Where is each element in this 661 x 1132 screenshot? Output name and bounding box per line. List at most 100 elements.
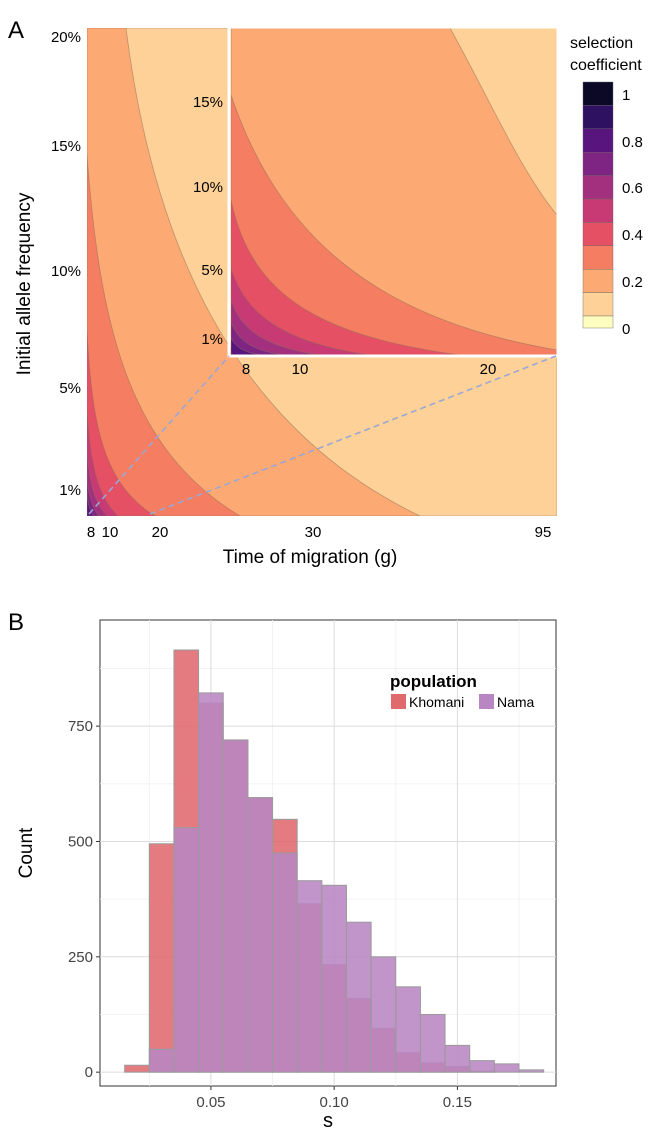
panel-b: B 0 250 500 750 0.05 0.10 0.15 s Count popula… xyxy=(8,609,557,1132)
x-axis-title: Time of migration (g) xyxy=(223,547,398,568)
legend-title-line: selection xyxy=(570,35,633,52)
legend-title-line: coefficient xyxy=(570,57,642,74)
inset-contour-band xyxy=(231,299,321,355)
histogram-bar-nama xyxy=(222,739,249,1073)
inset-x-tick-label: 8 xyxy=(242,361,250,378)
legend-color-swatch xyxy=(582,81,614,106)
y-tick-label: 5% xyxy=(59,380,81,397)
legend-tick-label: 0 xyxy=(622,321,630,338)
histogram-bar-nama xyxy=(493,1063,520,1073)
y-tick-label: 500 xyxy=(68,833,93,850)
inset-y-tick-label: 10% xyxy=(193,179,223,196)
x-tick-label: 30 xyxy=(305,524,322,541)
histogram-bar-nama xyxy=(444,1044,471,1073)
x-tick-label: 10 xyxy=(102,524,119,541)
main-x-axis: 8 10 20 30 95 xyxy=(87,524,552,541)
y-tick-label: 0 xyxy=(85,1064,93,1081)
legend-color-swatch xyxy=(582,175,614,200)
legend-label-khomani: Khomani xyxy=(409,694,464,710)
legend-color-swatch xyxy=(582,315,614,329)
histogram-bar-nama xyxy=(419,1013,446,1073)
histogram-bars xyxy=(124,649,545,1073)
y-tick-label: 10% xyxy=(51,263,81,280)
histogram-bar-nama xyxy=(345,921,372,1073)
contour-band xyxy=(87,491,95,516)
main-y-axis: 20% 15% 10% 5% 1% xyxy=(51,29,81,499)
inset-frame xyxy=(227,25,560,358)
inset-contour-band xyxy=(231,199,461,355)
legend-color-swatch xyxy=(582,105,614,130)
histogram-x-ticks: 0.05 0.10 0.15 xyxy=(196,1086,472,1111)
zoom-guide-line-lower xyxy=(149,355,557,515)
x-tick-label: 0.05 xyxy=(196,1094,225,1111)
legend-tick-label: 0.4 xyxy=(622,227,643,244)
legend-color-swatch xyxy=(582,151,614,176)
y-axis-title: Initial allele frequency xyxy=(14,192,35,375)
legend-swatch-nama xyxy=(479,694,494,709)
inset-contour-band xyxy=(231,267,371,355)
histogram-bar-nama xyxy=(198,692,224,1073)
legend-label-nama: Nama xyxy=(497,694,535,710)
legend-color-swatch xyxy=(582,128,614,153)
legend-color-swatches xyxy=(582,81,614,329)
y-tick-label: 15% xyxy=(51,138,81,155)
inset-x-tick-label: 20 xyxy=(480,361,497,378)
selection-coefficient-legend: selection coefficient 1 0.8 0.6 0.4 0.2 … xyxy=(570,35,643,338)
inset-x-axis: 8 10 20 xyxy=(242,361,497,378)
legend-color-swatch xyxy=(582,245,614,270)
legend-tick-label: 0.6 xyxy=(622,180,643,197)
x-tick-label: 0.10 xyxy=(320,1094,349,1111)
inset-y-axis: 15% 10% 5% 1% xyxy=(193,94,223,348)
histogram-bar-nama xyxy=(148,1048,175,1073)
histogram-bar-khomani xyxy=(124,1064,150,1073)
histogram-bar-nama xyxy=(518,1069,545,1073)
y-tick-label: 20% xyxy=(51,29,81,46)
inset-y-tick-label: 5% xyxy=(201,262,223,279)
contour-band xyxy=(87,329,156,516)
inset-x-tick-label: 10 xyxy=(292,361,309,378)
inset-contour-bands xyxy=(231,28,557,355)
legend-tick-label: 1 xyxy=(622,87,630,104)
histogram-bar-nama xyxy=(173,827,200,1073)
histogram-bar-nama xyxy=(296,880,323,1073)
legend-color-swatch xyxy=(582,292,614,317)
panel-b-label: B xyxy=(8,609,24,636)
contour-band xyxy=(87,28,421,516)
legend-tick-label: 0.8 xyxy=(622,134,643,151)
histogram-bar-khomani xyxy=(148,843,175,1073)
x-tick-label: 95 xyxy=(535,524,552,541)
legend-tick-labels: 1 0.8 0.6 0.4 0.2 0 xyxy=(622,87,643,338)
legend-swatch-khomani xyxy=(391,694,406,709)
panel-a-label: A xyxy=(8,17,24,44)
inset-y-tick-label: 15% xyxy=(193,94,223,111)
contour-band xyxy=(87,154,241,516)
zoom-guide-line-upper xyxy=(88,355,230,515)
histogram-bar-nama xyxy=(272,852,298,1073)
y-tick-label: 1% xyxy=(59,482,81,499)
inset-contour-band xyxy=(231,94,557,355)
x-tick-label: 8 xyxy=(87,524,95,541)
histogram-bar-nama xyxy=(469,1060,495,1073)
y-tick-label: 250 xyxy=(68,949,93,966)
population-legend: population Khomani Nama xyxy=(390,672,535,710)
contour-band xyxy=(87,409,119,516)
histogram-bar-nama xyxy=(321,884,347,1073)
y-tick-label: 750 xyxy=(68,718,93,735)
legend-color-swatch xyxy=(582,269,614,293)
contour-band xyxy=(87,474,100,516)
y-axis-title: Count xyxy=(16,827,37,878)
histogram-y-ticks: 0 250 500 750 xyxy=(68,718,100,1081)
x-axis-title: s xyxy=(323,1110,333,1132)
legend-color-swatch xyxy=(582,222,614,246)
histogram-bar-nama xyxy=(395,986,421,1073)
x-tick-label: 0.15 xyxy=(443,1094,472,1111)
legend-color-swatch xyxy=(582,198,614,223)
contour-band xyxy=(87,449,108,516)
inset-y-tick-label: 1% xyxy=(201,331,223,348)
legend-tick-label: 0.2 xyxy=(622,274,643,291)
histogram-bar-nama xyxy=(370,956,397,1073)
panel-a: A 20% 15% 10% 5% 1% 8 10 20 30 95 Time o… xyxy=(8,17,643,568)
legend-title: population xyxy=(390,672,477,691)
histogram-bar-nama xyxy=(247,797,274,1073)
